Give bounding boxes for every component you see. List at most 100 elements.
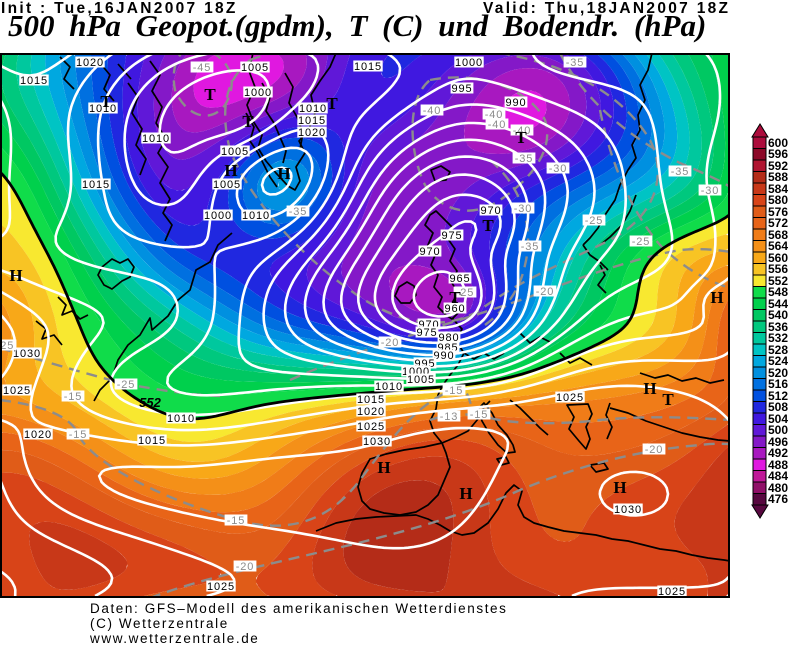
svg-text:496: 496: [768, 435, 788, 449]
svg-text:-40: -40: [488, 119, 507, 131]
svg-text:512: 512: [768, 389, 788, 403]
svg-text:-35: -35: [566, 57, 585, 69]
svg-text:540: 540: [768, 308, 788, 322]
svg-text:560: 560: [768, 251, 788, 265]
svg-text:1010: 1010: [299, 103, 327, 115]
svg-text:1025: 1025: [556, 392, 584, 404]
svg-text:552: 552: [768, 274, 788, 288]
svg-text:H: H: [710, 288, 723, 307]
svg-text:965: 965: [449, 273, 470, 285]
svg-text:-25: -25: [632, 236, 651, 248]
svg-text:1010: 1010: [167, 413, 195, 425]
svg-text:T: T: [326, 94, 338, 113]
svg-text:T: T: [515, 128, 527, 147]
svg-text:-35: -35: [289, 206, 308, 218]
svg-text:1010: 1010: [89, 103, 117, 115]
svg-text:-15: -15: [470, 409, 489, 421]
svg-text:1000: 1000: [204, 210, 232, 222]
svg-text:980: 980: [438, 332, 459, 344]
svg-text:-20: -20: [236, 561, 255, 573]
svg-text:990: 990: [505, 97, 526, 109]
svg-text:1025: 1025: [207, 581, 235, 593]
svg-text:-25: -25: [0, 340, 14, 352]
svg-text:-30: -30: [701, 185, 720, 197]
svg-text:H: H: [277, 164, 290, 183]
svg-text:1015: 1015: [357, 394, 385, 406]
svg-text:1000: 1000: [455, 57, 483, 69]
svg-text:-25: -25: [456, 287, 475, 299]
svg-text:960: 960: [444, 303, 465, 315]
svg-text:1005: 1005: [213, 179, 241, 191]
svg-text:1030: 1030: [363, 436, 391, 448]
svg-text:520: 520: [768, 366, 788, 380]
svg-text:-15: -15: [64, 391, 83, 403]
svg-text:T: T: [662, 390, 674, 409]
svg-text:-30: -30: [514, 203, 533, 215]
svg-text:975: 975: [441, 230, 462, 242]
svg-text:-25: -25: [585, 215, 604, 227]
svg-text:548: 548: [768, 285, 788, 299]
svg-text:T: T: [204, 85, 216, 104]
svg-text:564: 564: [768, 239, 788, 253]
svg-text:-20: -20: [381, 337, 400, 349]
svg-text:975: 975: [416, 327, 437, 339]
svg-text:1015: 1015: [82, 179, 110, 191]
svg-text:H: H: [643, 379, 656, 398]
svg-text:568: 568: [768, 228, 788, 242]
svg-text:492: 492: [768, 446, 788, 460]
svg-text:588: 588: [768, 170, 788, 184]
svg-text:552: 552: [139, 395, 161, 410]
svg-text:480: 480: [768, 481, 788, 495]
svg-text:1025: 1025: [357, 421, 385, 433]
svg-text:-15: -15: [227, 515, 246, 527]
svg-text:536: 536: [768, 320, 788, 334]
svg-text:-35: -35: [671, 166, 690, 178]
svg-text:576: 576: [768, 205, 788, 219]
svg-text:572: 572: [768, 216, 788, 230]
svg-text:1010: 1010: [142, 133, 170, 145]
svg-text:H: H: [224, 161, 237, 180]
svg-text:1005: 1005: [221, 146, 249, 158]
svg-text:524: 524: [768, 354, 788, 368]
svg-text:1020: 1020: [76, 57, 104, 69]
svg-text:544: 544: [768, 297, 788, 311]
svg-text:1015: 1015: [20, 75, 48, 87]
svg-text:476: 476: [768, 492, 788, 506]
svg-text:1015: 1015: [138, 435, 166, 447]
svg-text:-15: -15: [445, 385, 464, 397]
svg-text:556: 556: [768, 262, 788, 276]
svg-text:-13: -13: [440, 411, 459, 423]
svg-text:H: H: [377, 458, 390, 477]
svg-text:H: H: [613, 478, 626, 497]
svg-text:970: 970: [480, 205, 501, 217]
svg-text:-40: -40: [485, 109, 504, 121]
svg-text:600: 600: [768, 136, 788, 150]
svg-text:504: 504: [768, 412, 788, 426]
svg-text:1025: 1025: [3, 385, 31, 397]
svg-text:508: 508: [768, 400, 788, 414]
svg-text:596: 596: [768, 147, 788, 161]
svg-text:995: 995: [451, 83, 472, 95]
svg-text:H: H: [459, 484, 472, 503]
svg-text:-45: -45: [193, 62, 212, 74]
svg-text:-35: -35: [521, 241, 540, 253]
svg-text:580: 580: [768, 193, 788, 207]
svg-text:488: 488: [768, 458, 788, 472]
svg-text:T: T: [482, 216, 494, 235]
svg-text:970: 970: [419, 246, 440, 258]
svg-text:1025: 1025: [658, 586, 686, 598]
svg-text:1005: 1005: [241, 62, 269, 74]
svg-text:-30: -30: [549, 163, 568, 175]
svg-text:528: 528: [768, 343, 788, 357]
svg-text:500: 500: [768, 423, 788, 437]
svg-text:-15: -15: [69, 429, 88, 441]
svg-text:T: T: [449, 288, 461, 307]
svg-text:-35: -35: [515, 153, 534, 165]
svg-text:-20: -20: [645, 444, 664, 456]
svg-text:1010: 1010: [375, 381, 403, 393]
svg-text:532: 532: [768, 331, 788, 345]
svg-text:1020: 1020: [24, 429, 52, 441]
svg-text:1015: 1015: [298, 115, 326, 127]
svg-text:-20: -20: [536, 286, 555, 298]
svg-text:T: T: [242, 112, 254, 131]
